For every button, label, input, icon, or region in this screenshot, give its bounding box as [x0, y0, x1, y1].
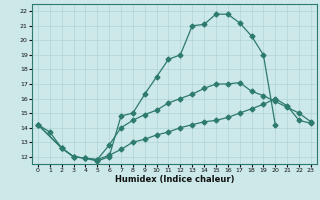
X-axis label: Humidex (Indice chaleur): Humidex (Indice chaleur)	[115, 175, 234, 184]
